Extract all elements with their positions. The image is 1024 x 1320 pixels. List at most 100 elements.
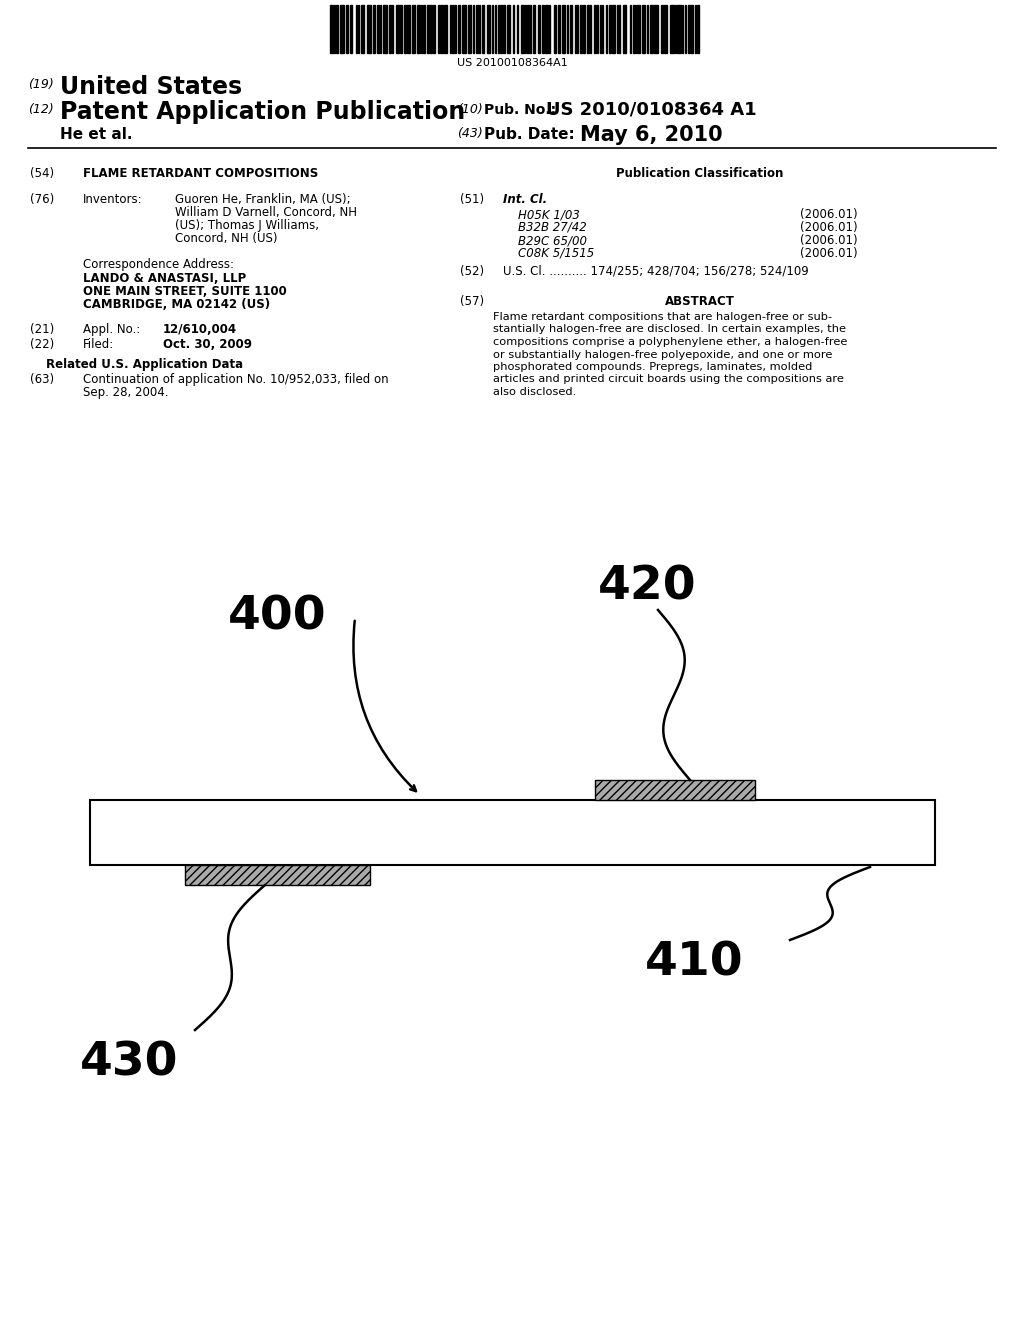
- Bar: [554, 5, 556, 53]
- Text: William D Varnell, Concord, NH: William D Varnell, Concord, NH: [175, 206, 357, 219]
- Bar: [404, 5, 406, 53]
- Text: B29C 65/00: B29C 65/00: [518, 234, 587, 247]
- Bar: [361, 5, 364, 53]
- Bar: [545, 5, 548, 53]
- Bar: [562, 5, 565, 53]
- Text: Publication Classification: Publication Classification: [616, 168, 783, 180]
- Text: (54): (54): [30, 168, 54, 180]
- Text: (2006.01): (2006.01): [800, 247, 858, 260]
- Bar: [423, 5, 425, 53]
- Bar: [468, 5, 471, 53]
- Text: (57): (57): [460, 294, 484, 308]
- Text: (2006.01): (2006.01): [800, 234, 858, 247]
- Text: FLAME RETARDANT COMPOSITIONS: FLAME RETARDANT COMPOSITIONS: [83, 168, 318, 180]
- Text: ABSTRACT: ABSTRACT: [665, 294, 735, 308]
- Bar: [417, 5, 420, 53]
- Text: Guoren He, Franklin, MA (US);: Guoren He, Franklin, MA (US);: [175, 193, 350, 206]
- Text: Appl. No.:: Appl. No.:: [83, 323, 140, 337]
- Text: ONE MAIN STREET, SUITE 1100: ONE MAIN STREET, SUITE 1100: [83, 285, 287, 298]
- Text: Oct. 30, 2009: Oct. 30, 2009: [163, 338, 252, 351]
- Bar: [407, 5, 410, 53]
- Bar: [633, 5, 635, 53]
- Text: (10): (10): [457, 103, 482, 116]
- Text: (76): (76): [30, 193, 54, 206]
- Text: United States: United States: [60, 75, 242, 99]
- Text: US 20100108364A1: US 20100108364A1: [457, 58, 567, 69]
- Text: Pub. No.:: Pub. No.:: [484, 103, 556, 117]
- Bar: [595, 780, 755, 800]
- Bar: [623, 5, 626, 53]
- Bar: [336, 5, 338, 53]
- Bar: [691, 5, 693, 53]
- Text: (51): (51): [460, 193, 484, 206]
- Bar: [430, 5, 432, 53]
- Bar: [538, 5, 540, 53]
- Bar: [396, 5, 399, 53]
- Bar: [612, 5, 615, 53]
- Bar: [654, 5, 658, 53]
- Bar: [185, 865, 370, 884]
- Text: (2006.01): (2006.01): [800, 220, 858, 234]
- Bar: [452, 5, 454, 53]
- Text: H05K 1/03: H05K 1/03: [518, 209, 580, 220]
- Text: (63): (63): [30, 374, 54, 385]
- Text: also disclosed.: also disclosed.: [493, 387, 577, 397]
- Bar: [688, 5, 690, 53]
- Text: 410: 410: [645, 940, 743, 985]
- Text: CAMBRIDGE, MA 02142 (US): CAMBRIDGE, MA 02142 (US): [83, 298, 270, 312]
- Text: compositions comprise a polyphenylene ether, a halogen-free: compositions comprise a polyphenylene et…: [493, 337, 848, 347]
- Bar: [90, 800, 935, 865]
- Text: (12): (12): [28, 103, 53, 116]
- Text: Pub. Date:: Pub. Date:: [484, 127, 574, 143]
- Text: Flame retardant compositions that are halogen-free or sub-: Flame retardant compositions that are ha…: [493, 312, 833, 322]
- Text: Sep. 28, 2004.: Sep. 28, 2004.: [83, 385, 169, 399]
- Bar: [383, 5, 387, 53]
- Text: Inventors:: Inventors:: [83, 193, 142, 206]
- Text: Int. Cl.: Int. Cl.: [503, 193, 547, 206]
- Bar: [482, 5, 484, 53]
- Text: 12/610,004: 12/610,004: [163, 323, 238, 337]
- Bar: [500, 5, 502, 53]
- Bar: [609, 5, 611, 53]
- Text: May 6, 2010: May 6, 2010: [580, 125, 723, 145]
- Bar: [650, 5, 653, 53]
- Text: C08K 5/1515: C08K 5/1515: [518, 247, 594, 260]
- Bar: [346, 5, 348, 53]
- Text: 420: 420: [598, 565, 696, 610]
- Text: 400: 400: [228, 595, 327, 640]
- Bar: [367, 5, 371, 53]
- Text: Filed:: Filed:: [83, 338, 115, 351]
- Bar: [677, 5, 681, 53]
- Bar: [670, 5, 674, 53]
- Bar: [642, 5, 645, 53]
- Text: B32B 27/42: B32B 27/42: [518, 220, 587, 234]
- Bar: [389, 5, 391, 53]
- Bar: [433, 5, 435, 53]
- Text: Patent Application Publication: Patent Application Publication: [60, 100, 465, 124]
- Bar: [330, 5, 333, 53]
- Text: phosphorated compounds. Prepregs, laminates, molded: phosphorated compounds. Prepregs, lamina…: [493, 362, 812, 372]
- Bar: [487, 5, 490, 53]
- Text: (21): (21): [30, 323, 54, 337]
- Text: Concord, NH (US): Concord, NH (US): [175, 232, 278, 246]
- Text: LANDO & ANASTASI, LLP: LANDO & ANASTASI, LLP: [83, 272, 246, 285]
- Text: (19): (19): [28, 78, 53, 91]
- Text: stantially halogen-free are disclosed. In certain examples, the: stantially halogen-free are disclosed. I…: [493, 325, 846, 334]
- Bar: [697, 5, 699, 53]
- Bar: [377, 5, 379, 53]
- Bar: [521, 5, 524, 53]
- Bar: [441, 5, 443, 53]
- Text: U.S. Cl. .......... 174/255; 428/704; 156/278; 524/109: U.S. Cl. .......... 174/255; 428/704; 15…: [503, 265, 809, 279]
- Bar: [594, 5, 596, 53]
- Bar: [558, 5, 560, 53]
- Text: or substantially halogen-free polyepoxide, and one or more: or substantially halogen-free polyepoxid…: [493, 350, 833, 359]
- Bar: [662, 5, 663, 53]
- Text: Continuation of application No. 10/952,033, filed on: Continuation of application No. 10/952,0…: [83, 374, 389, 385]
- Bar: [638, 5, 640, 53]
- Bar: [580, 5, 582, 53]
- Bar: [542, 5, 544, 53]
- Text: US 2010/0108364 A1: US 2010/0108364 A1: [546, 102, 757, 119]
- Text: Correspondence Address:: Correspondence Address:: [83, 257, 234, 271]
- Text: articles and printed circuit boards using the compositions are: articles and printed circuit boards usin…: [493, 375, 844, 384]
- Bar: [664, 5, 667, 53]
